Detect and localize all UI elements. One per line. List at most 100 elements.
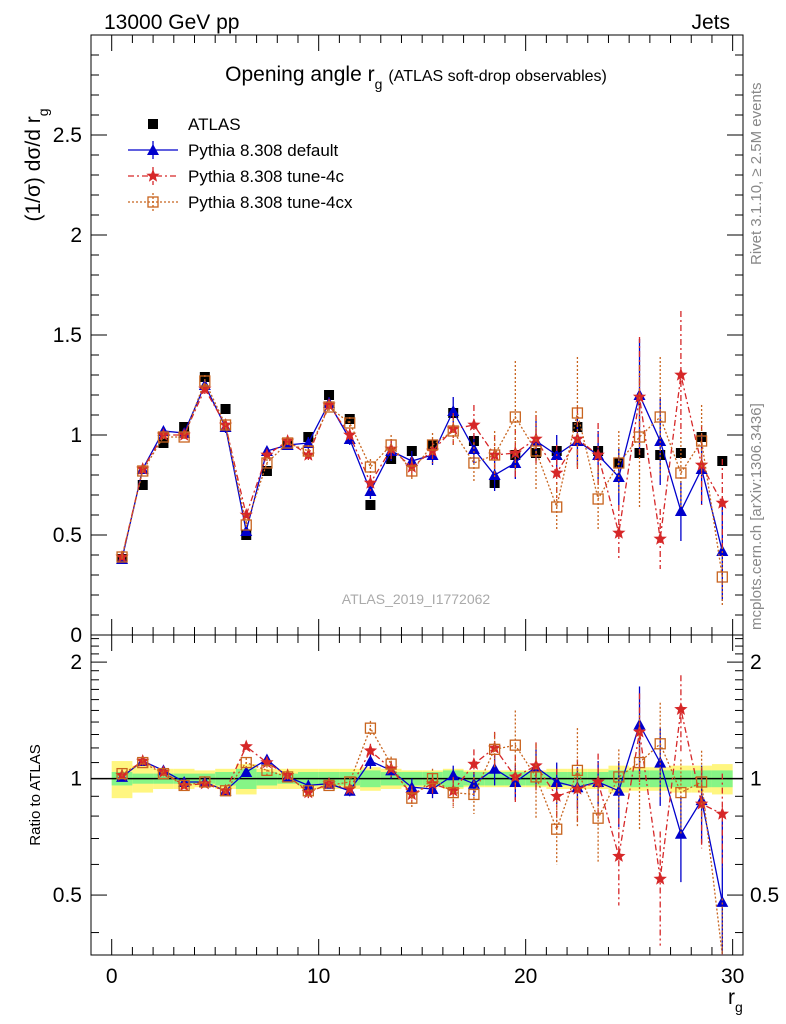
analysis-id: ATLAS_2019_I1772062 bbox=[342, 591, 491, 607]
ratio-data-point bbox=[654, 738, 666, 750]
ratio-data-point bbox=[281, 771, 294, 783]
mc-series-line bbox=[121, 383, 723, 560]
mc-data-point bbox=[323, 401, 335, 413]
ratio-data-point bbox=[509, 775, 522, 787]
legend-label: Pythia 8.308 default bbox=[188, 141, 339, 160]
ratio-data-point bbox=[509, 739, 521, 751]
x-tick-label: 20 bbox=[514, 965, 537, 988]
mc-data-point bbox=[116, 551, 128, 563]
mc-data-point bbox=[592, 493, 604, 505]
legend-label: Pythia 8.308 tune-4cx bbox=[188, 193, 353, 212]
ratio-series-line bbox=[121, 709, 723, 880]
legend-marker bbox=[147, 196, 159, 208]
mc-data-point bbox=[426, 439, 439, 451]
ratio-data-point bbox=[364, 755, 377, 767]
mc-data-point bbox=[530, 445, 542, 457]
y-tick-label: 2.5 bbox=[53, 124, 82, 147]
ratio-data-point bbox=[592, 812, 604, 824]
mc-data-point bbox=[468, 457, 480, 469]
ratio-data-point bbox=[447, 769, 460, 781]
mc-data-point bbox=[653, 532, 667, 545]
ratio-data-point bbox=[654, 756, 667, 768]
mc-data-point bbox=[633, 431, 646, 443]
y-axis-label-main: (1/σ) dσ/d r bbox=[22, 116, 45, 221]
mc-series-line bbox=[121, 374, 723, 558]
ratio-data-point bbox=[384, 761, 398, 775]
mc-data-point bbox=[364, 461, 377, 473]
ratio-data-point bbox=[612, 849, 626, 862]
ratio-data bbox=[115, 675, 729, 956]
mc-data-point bbox=[302, 437, 315, 448]
y-tick-label: 2 bbox=[70, 224, 82, 247]
mc-series-line bbox=[121, 379, 723, 578]
mc-data-point bbox=[529, 432, 543, 445]
atlas-data-point bbox=[365, 500, 376, 510]
mc-data-point bbox=[508, 446, 522, 459]
y-axis-label-sub: g bbox=[35, 108, 51, 116]
mc-data-point bbox=[178, 431, 190, 443]
legend-marker bbox=[147, 144, 159, 155]
mc-data-point bbox=[675, 467, 687, 479]
ratio-data-point bbox=[674, 702, 688, 715]
ratio-data-point bbox=[240, 756, 252, 769]
mc-data-point bbox=[239, 508, 253, 521]
ratio-data-point bbox=[137, 756, 149, 769]
ratio-y-tick-label-right: 0.5 bbox=[750, 884, 779, 907]
ratio-data-point bbox=[613, 771, 625, 783]
ratio-data-point bbox=[385, 758, 397, 770]
mc-data-point bbox=[447, 425, 459, 437]
ratio-data-point bbox=[550, 775, 563, 787]
ratio-series-line bbox=[121, 722, 723, 903]
mc-data-point bbox=[344, 417, 356, 429]
ratio-data-point bbox=[116, 767, 128, 780]
ratio-data-point bbox=[239, 739, 253, 753]
ratio-data-point bbox=[157, 767, 170, 780]
ratio-data-point bbox=[219, 785, 232, 797]
ratio-panel: 0 10 20 30 0.5 1 2 0.5 1 2 Ratio to ATLAS rg bbox=[27, 634, 779, 1015]
ratio-y-tick-label: 0.5 bbox=[53, 884, 82, 907]
x-tick-label: 30 bbox=[721, 965, 744, 988]
ratio-data-point bbox=[551, 823, 563, 835]
ratio-data-point bbox=[571, 764, 584, 777]
ratio-data-point bbox=[716, 895, 729, 907]
ratio-data-point bbox=[488, 762, 501, 774]
mc-data-point bbox=[488, 469, 501, 480]
chart-title: Opening angle rg (ATLAS soft-drop observa… bbox=[225, 63, 607, 92]
mcplots-label: mcplots.cern.ch [arXiv:1306.3436] bbox=[748, 403, 765, 630]
mc-data-point bbox=[322, 398, 336, 411]
mc-data-point bbox=[157, 431, 170, 443]
atlas-data-point bbox=[158, 438, 169, 448]
ratio-data-point bbox=[446, 783, 460, 797]
ratio-data-point bbox=[406, 792, 418, 804]
ratio-y-axis-label: Ratio to ATLAS bbox=[27, 744, 44, 845]
mc-data-point bbox=[695, 435, 708, 447]
mc-data-point bbox=[674, 368, 688, 381]
mc-data-point bbox=[716, 571, 728, 583]
x-axis-label-sub: g bbox=[735, 999, 743, 1015]
legend: ATLAS Pythia 8.308 default Pythia 8.308 tu… bbox=[128, 115, 353, 212]
mc-data-point bbox=[137, 465, 149, 477]
mc-data-point bbox=[674, 505, 687, 516]
energy-label: 13000 GeV pp bbox=[104, 11, 239, 34]
mc-data-point bbox=[240, 519, 252, 531]
ratio-y-tick-label: 1 bbox=[70, 768, 82, 791]
x-tick-label: 10 bbox=[307, 965, 330, 988]
atlas-data-point bbox=[220, 404, 231, 414]
main-ticks: 0 0.5 1 1.5 2 2.5 bbox=[53, 34, 743, 647]
chart-title-sub: g bbox=[375, 76, 383, 92]
ratio-data-point bbox=[695, 776, 708, 788]
legend-marker bbox=[146, 169, 160, 182]
mc-data-point bbox=[385, 439, 397, 451]
y-tick-label: 0 bbox=[70, 624, 82, 647]
ratio-ticks: 0 10 20 30 0.5 1 2 0.5 1 2 bbox=[53, 635, 779, 988]
ratio-data-point bbox=[550, 789, 564, 802]
ratio-data-point bbox=[715, 807, 729, 820]
mc-data-point bbox=[571, 407, 584, 419]
mc-data-point bbox=[632, 390, 647, 403]
mc-data-point bbox=[219, 419, 232, 431]
ratio-data-point bbox=[653, 872, 667, 885]
ratio-frame bbox=[90, 634, 744, 956]
category-label: Jets bbox=[691, 11, 730, 34]
ratio-data-point bbox=[240, 765, 253, 777]
